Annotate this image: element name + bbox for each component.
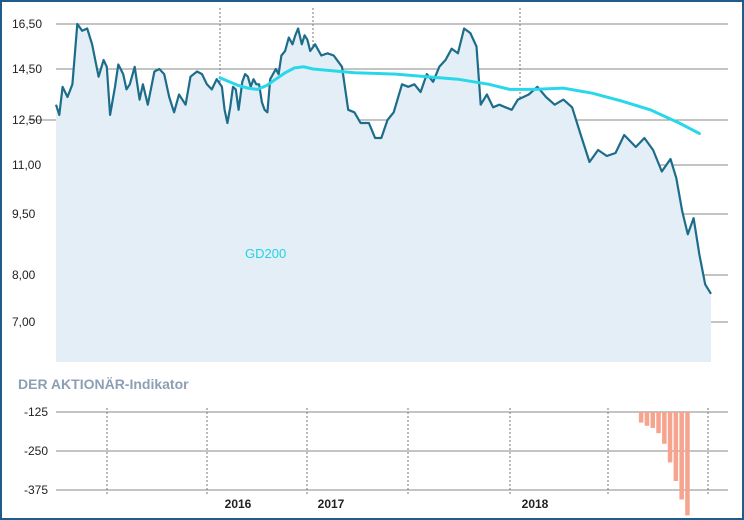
indicator-bar <box>667 412 673 463</box>
indicator-bars <box>638 412 690 516</box>
gd200-line <box>218 65 701 135</box>
y-tick-label: 12,50 <box>12 113 42 127</box>
indicator-bar <box>662 412 667 444</box>
indicator-title: DER AKTIONÄR-Indikator <box>18 376 189 392</box>
indicator-grid <box>56 408 728 495</box>
ind-y-tick-label: -250 <box>24 444 48 458</box>
price-area <box>56 24 711 362</box>
year-labels: 2016 2017 2018 <box>225 497 549 511</box>
indicator-bar <box>673 412 679 481</box>
indicator-bar <box>638 412 644 423</box>
year-label: 2018 <box>522 497 549 511</box>
indicator-bar <box>650 412 655 428</box>
y-tick-label: 9,50 <box>12 207 36 221</box>
indicator-bar <box>679 412 684 500</box>
year-label: 2016 <box>225 497 252 511</box>
indicator-bar <box>644 412 650 426</box>
year-label: 2017 <box>318 497 345 511</box>
ind-y-tick-label: -125 <box>24 405 48 419</box>
y-tick-label: 11,00 <box>12 158 41 172</box>
y-tick-label: 14,50 <box>12 62 42 76</box>
y-tick-label: 8,00 <box>12 268 36 282</box>
indicator-bar <box>685 412 690 516</box>
ind-y-tick-label: -375 <box>24 483 48 497</box>
y-tick-label: 7,00 <box>12 315 36 329</box>
main-y-ticks: 16,50 14,50 12,50 11,00 9,50 8,00 7,00 <box>12 17 42 329</box>
y-tick-label: 16,50 <box>12 17 42 31</box>
indicator-bar <box>656 412 661 434</box>
price-line <box>54 22 712 295</box>
indicator-y-ticks: -125 -250 -375 <box>24 405 48 497</box>
gd200-label: GD200 <box>245 246 286 261</box>
